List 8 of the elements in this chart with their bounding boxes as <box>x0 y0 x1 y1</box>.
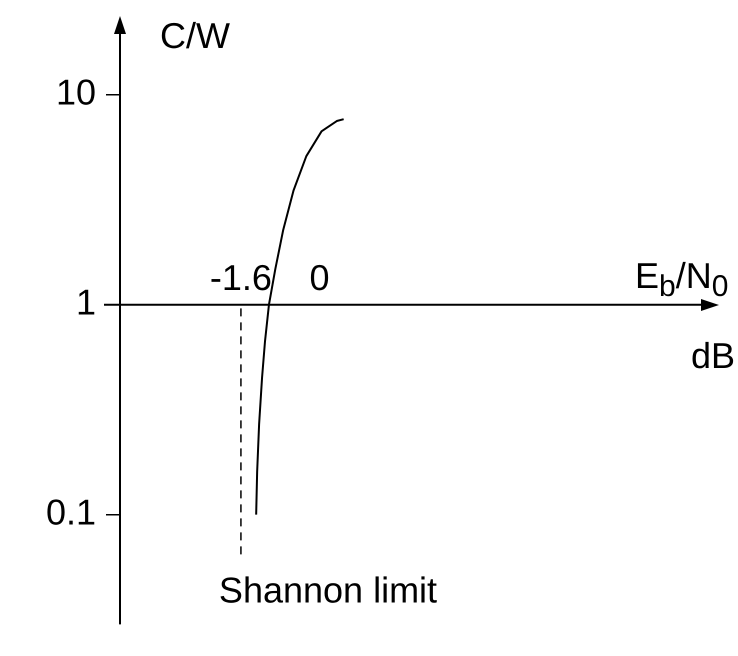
x-tick-label: -1.6 <box>210 257 272 298</box>
y-axis-title: C/W <box>160 15 230 56</box>
y-tick-label: 0.1 <box>46 492 96 533</box>
ref-line-label: Shannon limit <box>218 569 438 610</box>
y-tick-label: 10 <box>56 72 96 113</box>
x-axis-title: E$_{b}$/N$_{0}$ dB <box>635 255 735 376</box>
y-tick-label: 1 <box>76 282 96 323</box>
x-tick-label: 0 <box>310 257 330 298</box>
